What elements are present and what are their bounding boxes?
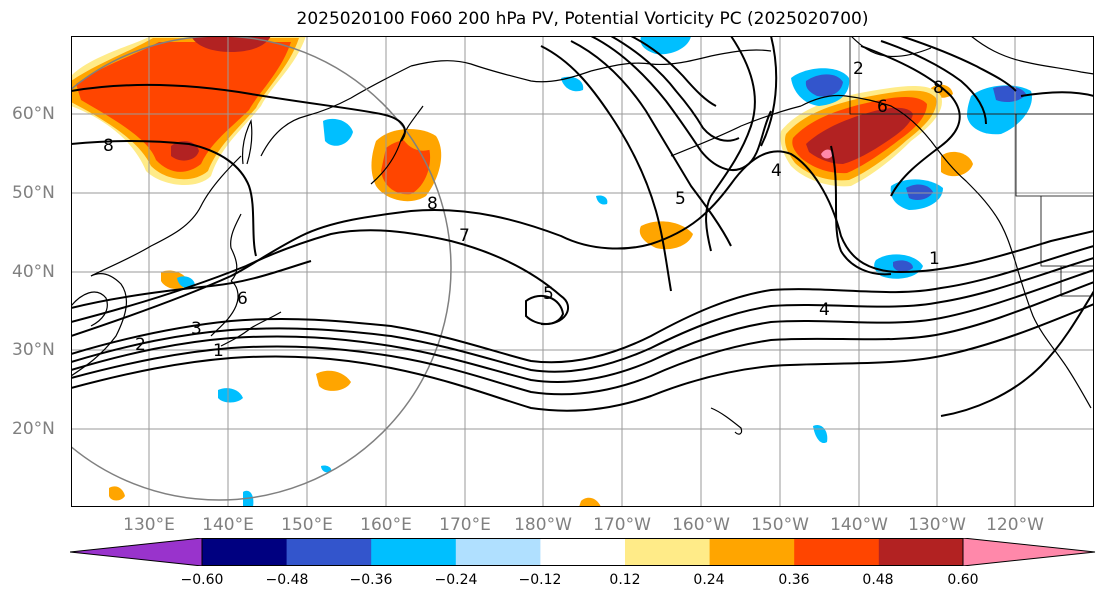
colorbar-tick-label: −0.36 [349, 572, 393, 588]
colorbar-segment [709, 538, 795, 566]
contour-label: 8 [103, 136, 114, 156]
colorbar-segment [70, 538, 202, 566]
contour-labels: 8 8 7 6 5 5 4 4 3 2 1 2 6 8 1 [103, 59, 944, 361]
lon-label-150e: 150°E [281, 515, 333, 535]
colorbar-tick-label: −0.60 [180, 572, 224, 588]
colorbar-segment [540, 538, 626, 566]
contour-label: 4 [819, 300, 830, 320]
lon-label-160w: 160°W [672, 515, 730, 535]
lat-label-50n: 50°N [12, 183, 55, 203]
colorbar-tick-label: 0.60 [947, 572, 979, 588]
contour-label: 7 [459, 226, 470, 246]
colorbar-segment [794, 538, 880, 566]
contour-label: 4 [771, 161, 782, 181]
contour-label: 8 [933, 78, 944, 98]
contour-label: 5 [543, 284, 554, 304]
contour-label: 6 [877, 97, 888, 117]
lon-label-160e: 160°E [360, 515, 412, 535]
colorbar-segment [878, 538, 964, 566]
contour-label: 2 [853, 59, 864, 79]
pv-contours [71, 36, 1094, 417]
colorbar-segment [455, 538, 541, 566]
contour-label: 5 [675, 189, 686, 209]
contour-label: 8 [427, 194, 438, 214]
colorbar-tick-label: −0.48 [265, 572, 309, 588]
colorbar-tick-label: 0.24 [693, 572, 725, 588]
lon-label-130e: 130°E [123, 515, 175, 535]
colorbar-segment [371, 538, 457, 566]
lon-label-140w: 140°W [830, 515, 888, 535]
lon-label-120w: 120°W [986, 515, 1044, 535]
colorbar-segment [286, 538, 372, 566]
colorbar [70, 538, 1096, 566]
colorbar-segment [963, 538, 1095, 566]
map-panel: 8 8 7 6 5 5 4 4 3 2 1 2 6 8 1 [71, 36, 1094, 507]
lon-label-170w: 170°W [593, 515, 651, 535]
lon-label-180w: 180°W [514, 515, 572, 535]
lat-label-20n: 20°N [12, 419, 55, 439]
contour-label: 1 [929, 249, 940, 269]
lon-label-170e: 170°E [439, 515, 491, 535]
colorbar-tick-label: 0.12 [609, 572, 641, 588]
colorbar-segment [202, 538, 288, 566]
lat-label-60n: 60°N [12, 104, 55, 124]
lat-label-40n: 40°N [12, 262, 55, 282]
lon-label-150w: 150°W [751, 515, 809, 535]
contour-label: 6 [237, 289, 248, 309]
contour-label: 1 [213, 341, 224, 361]
colorbar-segment [625, 538, 711, 566]
boundaries [849, 36, 1094, 297]
map-title: 2025020100 F060 200 hPa PV, Potential Vo… [296, 9, 869, 29]
contour-label: 2 [135, 335, 146, 355]
lat-label-30n: 30°N [12, 340, 55, 360]
colorbar-tick-label: −0.12 [518, 572, 562, 588]
lon-label-140e: 140°E [202, 515, 254, 535]
range-circle [71, 36, 452, 501]
colorbar-tick-label: 0.36 [778, 572, 810, 588]
colorbar-tick-label: −0.24 [434, 572, 478, 588]
colorbar-tick-label: 0.48 [862, 572, 894, 588]
lon-label-130w: 130°W [908, 515, 966, 535]
contour-label: 3 [191, 319, 202, 339]
